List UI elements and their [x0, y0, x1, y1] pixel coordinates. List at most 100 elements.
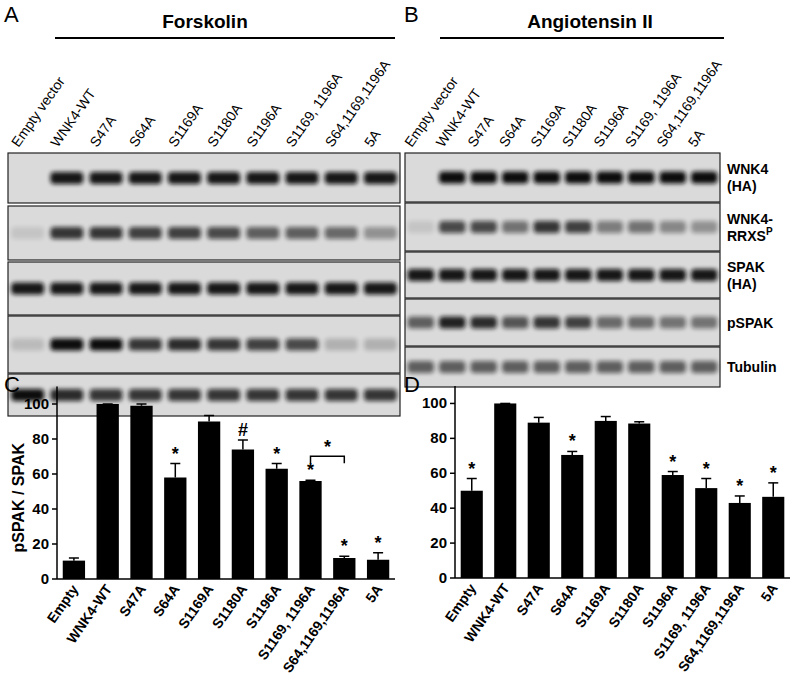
- band: [628, 361, 654, 373]
- band: [408, 317, 434, 329]
- panel-letter: D: [404, 372, 420, 397]
- band: [90, 389, 123, 401]
- band: [502, 221, 528, 233]
- y-tick-label: 0: [41, 570, 49, 587]
- band: [168, 389, 201, 401]
- band: [597, 317, 623, 329]
- band: [50, 227, 83, 239]
- y-tick-label: 40: [32, 500, 49, 517]
- band: [691, 221, 717, 233]
- band: [207, 172, 240, 184]
- y-tick: [52, 403, 57, 405]
- band: [502, 317, 528, 329]
- bar: [97, 404, 119, 579]
- y-tick: [450, 403, 455, 405]
- x-tick-label: S64,1169,1196A: [675, 581, 747, 675]
- band: [246, 283, 279, 295]
- error-bar: [634, 422, 644, 424]
- significance-mark: *: [736, 476, 743, 496]
- band: [207, 389, 240, 401]
- y-tick: [450, 542, 455, 544]
- y-axis: [56, 387, 58, 580]
- significance-mark: *: [703, 459, 710, 479]
- y-tick-label: 100: [24, 395, 49, 412]
- error-cap: [69, 557, 79, 559]
- error-cap: [103, 403, 113, 405]
- band: [90, 339, 123, 351]
- band: [691, 172, 717, 184]
- band: [246, 227, 279, 239]
- bars: [461, 403, 785, 578]
- band: [691, 269, 717, 281]
- panel-letter: B: [404, 2, 419, 27]
- significance-mark: *: [669, 452, 676, 472]
- band: [660, 361, 686, 373]
- lane-label: 5A: [685, 126, 708, 150]
- y-tick: [450, 577, 455, 579]
- x-tick-label: S47A: [513, 581, 546, 619]
- band: [534, 172, 560, 184]
- band: [50, 283, 83, 295]
- panel-letter: A: [4, 2, 19, 27]
- error-bar: [204, 415, 214, 421]
- bar: [494, 403, 516, 578]
- row-label: pSPAK: [727, 315, 773, 331]
- row-label: (HA): [727, 178, 757, 194]
- y-tick-label: 40: [430, 499, 447, 516]
- title-rule: [440, 37, 724, 39]
- error-stem: [276, 464, 278, 469]
- band: [534, 221, 560, 233]
- error-bar: [534, 417, 544, 422]
- band: [364, 172, 397, 184]
- row-label-sup: P: [766, 226, 773, 237]
- band: [565, 221, 591, 233]
- band: [471, 317, 497, 329]
- band: [129, 339, 162, 351]
- blot-panel: BAngiotensin IIEmpty vectorWNK4-WTS47AS6…: [401, 2, 725, 387]
- blot-strip: [8, 316, 400, 373]
- band: [439, 317, 465, 329]
- band: [534, 269, 560, 281]
- blot-strip: [405, 252, 720, 298]
- band: [439, 221, 465, 233]
- error-cap: [137, 403, 147, 405]
- error-stem: [208, 415, 210, 421]
- x-tick-label: S64A: [547, 581, 580, 619]
- blot-panel: AForskolinEmpty vectorWNK4-WTS47AS64AS11…: [4, 2, 400, 416]
- band: [439, 269, 465, 281]
- band: [660, 172, 686, 184]
- band: [364, 283, 397, 295]
- error-bar: [500, 403, 510, 404]
- bar: [367, 560, 389, 579]
- lane-label: S47A: [86, 112, 119, 150]
- band: [471, 172, 497, 184]
- significance-mark: *: [172, 444, 179, 464]
- bar: [461, 491, 483, 578]
- error-stem: [471, 479, 473, 491]
- error-stem: [706, 479, 708, 489]
- error-bar: [272, 464, 282, 469]
- error-bar: [170, 464, 180, 478]
- lane-label: S64A: [496, 112, 529, 150]
- band: [286, 283, 319, 295]
- band: [286, 172, 319, 184]
- band: [502, 172, 528, 184]
- band: [439, 361, 465, 373]
- bracket: [311, 456, 345, 463]
- band: [168, 172, 201, 184]
- y-tick: [52, 578, 57, 580]
- band: [597, 172, 623, 184]
- band: [168, 283, 201, 295]
- blot-strip: [405, 153, 720, 202]
- significance-mark: *: [770, 463, 777, 483]
- lane-label: S64A: [126, 112, 159, 150]
- y-tick: [52, 508, 57, 510]
- blot-strip: [405, 203, 720, 251]
- y-tick-label: 20: [430, 534, 447, 551]
- significance-mark: *: [375, 533, 382, 553]
- bar: [595, 421, 617, 578]
- panel-letter: C: [4, 372, 20, 397]
- band: [129, 283, 162, 295]
- band: [364, 227, 397, 239]
- band: [471, 221, 497, 233]
